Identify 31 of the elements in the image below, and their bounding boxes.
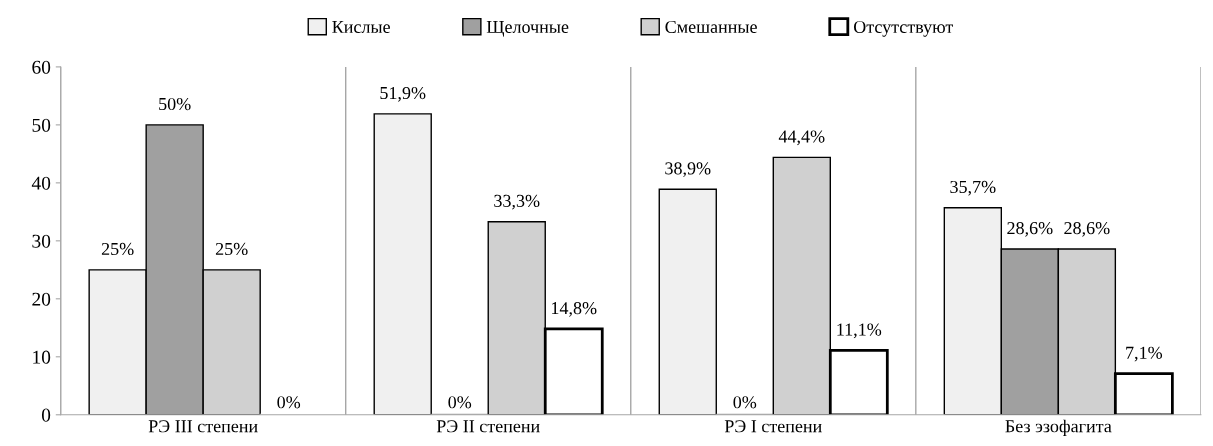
- data-label: 51,9%: [380, 86, 426, 102]
- data-label: 25%: [215, 242, 248, 256]
- data-label: 25%: [101, 242, 134, 256]
- data-label: 0%: [448, 396, 472, 409]
- legend-label: Смешанные: [665, 20, 757, 34]
- data-label: 7,1%: [1126, 346, 1163, 362]
- data-label: 11,1%: [837, 323, 882, 339]
- x-tick-label: Без эзофагита: [1005, 419, 1112, 437]
- data-label: 35,7%: [950, 180, 996, 196]
- legend-label: Кислые: [332, 21, 390, 34]
- y-tick-label: 60: [32, 60, 51, 74]
- data-label: 28,6%: [1007, 221, 1053, 237]
- data-label: 0%: [733, 396, 757, 409]
- data-label: 14,8%: [552, 302, 597, 317]
- x-tick-label: РЭ III степени: [148, 420, 258, 433]
- data-label: 0%: [277, 396, 301, 409]
- data-label: 28,6%: [1064, 221, 1110, 237]
- y-tick-label: 0: [41, 408, 51, 422]
- data-label: 50%: [159, 97, 191, 111]
- y-tick-label: 20: [32, 292, 51, 306]
- y-tick-label: 30: [32, 234, 51, 248]
- y-tick-label: 10: [33, 350, 51, 364]
- y-tick-label: 40: [31, 176, 51, 190]
- x-tick-label: РЭ I степени: [724, 420, 822, 433]
- legend-label: Отсутствуют: [853, 20, 954, 37]
- data-label: 38,9%: [665, 162, 711, 178]
- y-tick-label: 50: [32, 118, 51, 132]
- data-label: 33,3%: [494, 194, 540, 210]
- legend-label: Щелочные: [486, 21, 569, 37]
- x-tick-label: РЭ II степени: [436, 420, 540, 433]
- data-label: 44,4%: [778, 130, 825, 146]
